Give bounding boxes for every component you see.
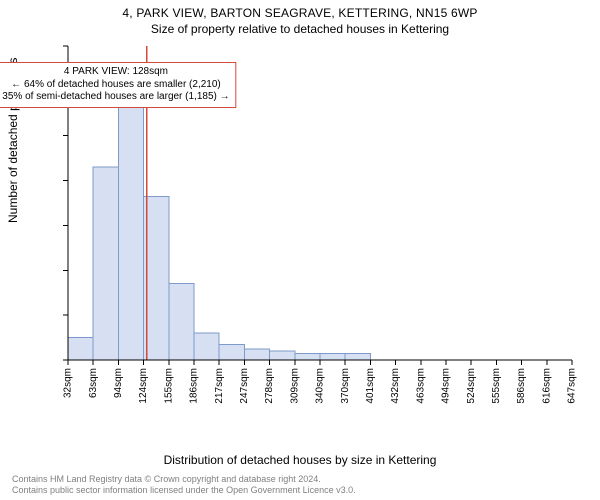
x-tick-label: 494sqm: [441, 368, 452, 404]
annotation-line-1: 4 PARK VIEW: 128sqm: [2, 66, 229, 79]
x-tick-label: 278sqm: [264, 368, 275, 404]
x-tick-label: 32sqm: [63, 368, 74, 398]
x-tick-label: 186sqm: [189, 368, 200, 404]
histogram-bar: [244, 349, 269, 360]
histogram-bar: [68, 338, 93, 360]
annotation-line-3: 35% of semi-detached houses are larger (…: [2, 91, 229, 104]
x-tick-label: 432sqm: [390, 368, 401, 404]
histogram-bar: [345, 353, 370, 360]
x-tick-label: 647sqm: [567, 368, 578, 404]
histogram-bar: [144, 196, 169, 360]
histogram-bar: [194, 333, 219, 360]
x-tick-label: 63sqm: [88, 368, 99, 398]
x-tick-label: 124sqm: [138, 368, 149, 404]
x-tick-label: 309sqm: [289, 368, 300, 404]
histogram-bar: [219, 344, 244, 360]
annotation-line-2: ← 64% of detached houses are smaller (2,…: [2, 79, 229, 92]
histogram-bar: [118, 102, 143, 360]
x-tick-label: 616sqm: [541, 368, 552, 404]
x-tick-label: 401sqm: [365, 368, 376, 404]
x-tick-label: 94sqm: [113, 368, 124, 398]
x-tick-label: 524sqm: [466, 368, 477, 404]
chart-title: 4, PARK VIEW, BARTON SEAGRAVE, KETTERING…: [0, 6, 600, 20]
x-axis-label: Distribution of detached houses by size …: [0, 453, 600, 467]
footer-line-1: Contains HM Land Registry data © Crown c…: [12, 474, 356, 485]
x-tick-label: 586sqm: [516, 368, 527, 404]
chart-subtitle: Size of property relative to detached ho…: [0, 22, 600, 36]
histogram-bar: [295, 353, 320, 360]
annotation-box: 4 PARK VIEW: 128sqm ← 64% of detached ho…: [0, 62, 237, 108]
chart-container: 4, PARK VIEW, BARTON SEAGRAVE, KETTERING…: [0, 0, 600, 500]
x-tick-label: 370sqm: [340, 368, 351, 404]
histogram-bar: [270, 351, 295, 360]
histogram-bar: [93, 167, 118, 360]
x-tick-label: 217sqm: [214, 368, 225, 404]
footer-line-2: Contains public sector information licen…: [12, 485, 356, 496]
x-tick-label: 247sqm: [239, 368, 250, 404]
x-tick-label: 463sqm: [415, 368, 426, 404]
footer-attribution: Contains HM Land Registry data © Crown c…: [12, 474, 356, 497]
x-tick-label: 155sqm: [163, 368, 174, 404]
histogram-bar: [169, 284, 194, 360]
histogram-bar: [320, 353, 345, 360]
x-tick-label: 555sqm: [491, 368, 502, 404]
x-tick-label: 340sqm: [315, 368, 326, 404]
